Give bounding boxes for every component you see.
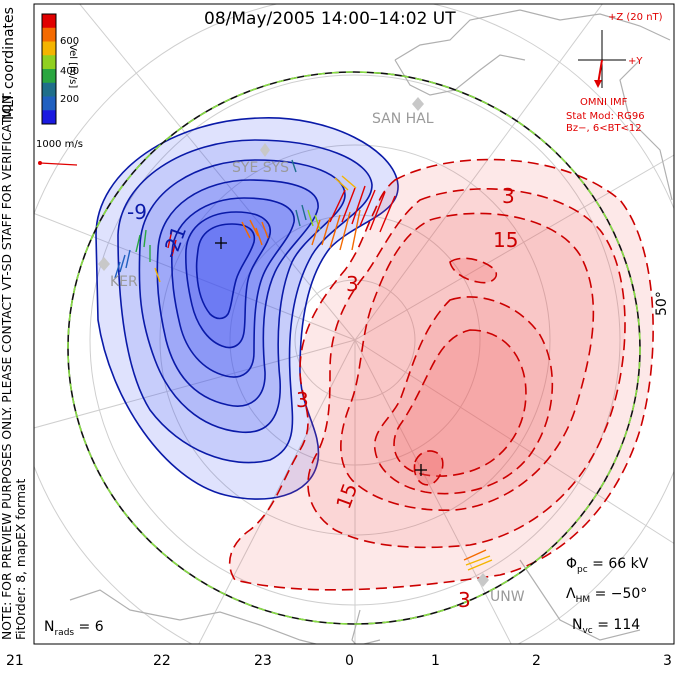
phi-pc-stat: Φpc = 66 kV (566, 556, 649, 575)
velocity-colorbar (41, 13, 57, 125)
station-unw: UNW (490, 589, 525, 605)
vector-scale-label: 1000 m/s (36, 139, 83, 150)
mlt-tick-3: 3 (663, 653, 672, 669)
contour-label-pos-3-mid: 3 (346, 272, 359, 296)
colorbar-segment (42, 110, 56, 125)
mlt-tick-22: 22 (153, 653, 171, 669)
imf-y-label: +Y (628, 56, 643, 67)
bz-bt-label: Bz−, 6<BT<12 (566, 123, 642, 134)
negative-potential-cell (95, 117, 399, 500)
colorbar-tick-400: 400 (60, 66, 80, 77)
station-ker: KER (110, 274, 138, 290)
potential-extrema (215, 237, 427, 476)
station-san-hal: SAN HAL (372, 111, 434, 127)
coastlines (69, 9, 673, 644)
imf-dial (578, 30, 626, 88)
n-vc-stat: Nvc = 114 (572, 617, 641, 636)
station-markers (98, 97, 489, 587)
plot-frame (33, 3, 675, 645)
map-title: 08/May/2005 14:00–14:02 UT (204, 9, 456, 29)
latitude-label-50: 50° (654, 291, 670, 316)
positive-potential-cell (228, 158, 654, 591)
lambda-hm-value: −50° (610, 586, 648, 602)
velocity-vectors (114, 159, 493, 571)
mlt-tick-23: 23 (254, 653, 272, 669)
imf-caption: OMNI IMF (580, 97, 628, 108)
contour-label-pos-15-top: 15 (493, 228, 519, 252)
colorbar-segment (42, 96, 56, 111)
fitorder-note: FitOrder: 8, mapEX format (14, 478, 28, 640)
mlt-tick-0: 0 (345, 653, 354, 669)
n-vc-value: 114 (613, 617, 641, 633)
vector-scale-arrow (38, 161, 78, 166)
mlt-tick-2: 2 (532, 653, 541, 669)
stat-model-label: Stat Mod: RG96 (566, 111, 645, 122)
preview-note: NOTE: FOR PREVIEW PURPOSES ONLY. PLEASE … (0, 91, 14, 640)
colorbar-segment (42, 69, 56, 84)
contour-label-pos-3-top: 3 (502, 184, 515, 208)
mlt-tick-21: 21 (6, 653, 24, 669)
mlt-tick-1: 1 (431, 653, 440, 669)
imf-top-label: +Z (20 nT) (608, 12, 663, 23)
colorbar-tick-200: 200 (60, 94, 80, 105)
colorbar-tick-600: 600 (60, 36, 80, 47)
colorbar-segment (42, 14, 56, 29)
lambda-hm-stat: ΛHM = −50° (566, 586, 648, 605)
colorbar-segment (42, 27, 56, 42)
contour-label-pos-3-bottom: 3 (458, 588, 471, 612)
phi-pc-value: 66 kV (608, 556, 649, 572)
contour-label-pos-3-left: 3 (296, 388, 309, 412)
colorbar-outline (41, 13, 57, 125)
colorbar-segment (42, 41, 56, 56)
station-sye-sys: SYE SYS (232, 160, 290, 176)
n-rads-value: 6 (94, 619, 104, 635)
colorbar-segment (42, 82, 56, 97)
n-rads-stat: Nrads = 6 (44, 619, 104, 638)
colorbar-segment (42, 55, 56, 70)
heppner-maynard-boundary (67, 71, 641, 625)
contour-label-neg-9: -9 (127, 200, 147, 224)
